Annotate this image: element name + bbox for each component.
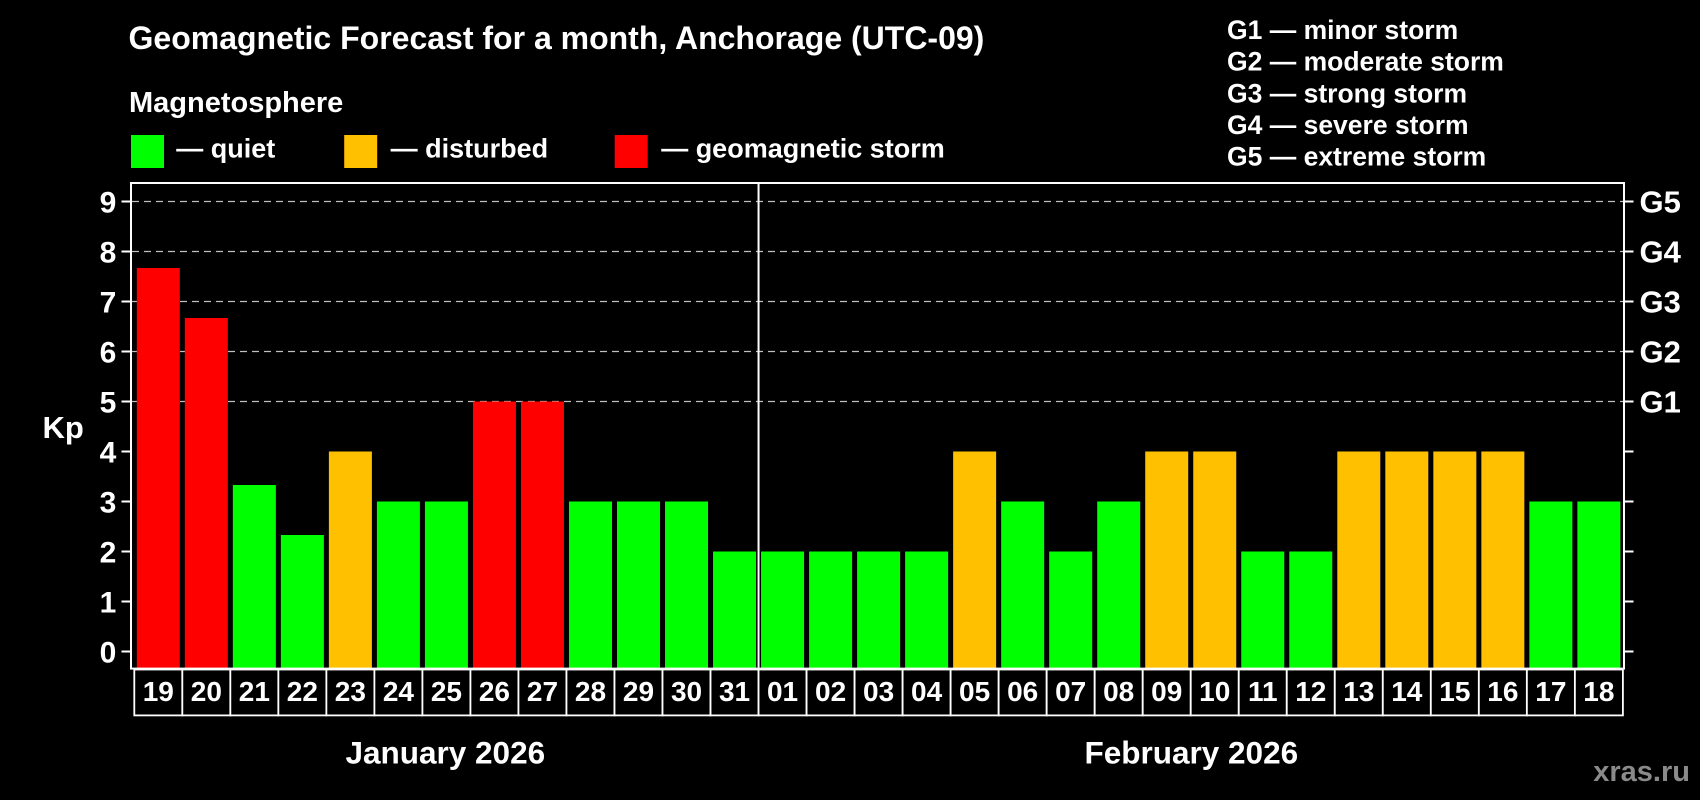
svg-text:13: 13 [1343, 676, 1374, 707]
svg-text:G5: G5 [1640, 184, 1681, 219]
svg-text:G3: G3 [1640, 284, 1681, 319]
svg-text:20: 20 [191, 676, 222, 707]
svg-text:12: 12 [1295, 676, 1326, 707]
svg-text:22: 22 [287, 676, 318, 707]
svg-text:— disturbed: — disturbed [391, 134, 549, 164]
svg-text:G4 — severe storm: G4 — severe storm [1227, 110, 1469, 140]
svg-text:18: 18 [1583, 676, 1614, 707]
svg-text:28: 28 [575, 676, 606, 707]
svg-text:2: 2 [100, 536, 117, 569]
svg-text:5: 5 [100, 386, 117, 419]
svg-text:3: 3 [100, 486, 117, 519]
svg-text:— quiet: — quiet [176, 134, 275, 164]
svg-text:23: 23 [335, 676, 366, 707]
svg-text:27: 27 [527, 676, 558, 707]
svg-text:14: 14 [1391, 676, 1423, 707]
svg-text:26: 26 [479, 676, 510, 707]
svg-text:0: 0 [100, 636, 117, 669]
svg-text:6: 6 [100, 336, 117, 369]
svg-text:G2 — moderate storm: G2 — moderate storm [1227, 47, 1504, 77]
svg-text:02: 02 [815, 676, 846, 707]
svg-text:Magnetosphere: Magnetosphere [129, 87, 343, 119]
svg-text:7: 7 [100, 286, 117, 319]
svg-text:30: 30 [671, 676, 702, 707]
svg-text:05: 05 [959, 676, 990, 707]
svg-text:15: 15 [1439, 676, 1470, 707]
svg-text:09: 09 [1151, 676, 1182, 707]
svg-text:January 2026: January 2026 [345, 735, 545, 771]
svg-text:9: 9 [100, 186, 117, 219]
svg-text:G1: G1 [1640, 384, 1681, 419]
svg-text:11: 11 [1248, 676, 1278, 707]
svg-text:G2: G2 [1640, 334, 1681, 369]
svg-text:G4: G4 [1640, 234, 1682, 269]
svg-text:31: 31 [719, 676, 750, 707]
svg-text:06: 06 [1007, 676, 1038, 707]
svg-text:G1 — minor storm: G1 — minor storm [1227, 15, 1458, 45]
svg-text:03: 03 [863, 676, 894, 707]
svg-text:1: 1 [100, 586, 117, 619]
svg-text:10: 10 [1199, 676, 1230, 707]
svg-text:— geomagnetic storm: — geomagnetic storm [661, 134, 945, 164]
svg-text:24: 24 [383, 676, 415, 707]
svg-text:21: 21 [239, 676, 270, 707]
svg-text:4: 4 [100, 436, 117, 469]
svg-text:19: 19 [143, 676, 174, 707]
svg-text:08: 08 [1103, 676, 1134, 707]
svg-text:25: 25 [431, 676, 462, 707]
svg-text:17: 17 [1535, 676, 1566, 707]
svg-text:February 2026: February 2026 [1084, 735, 1298, 771]
svg-text:Geomagnetic Forecast for a mon: Geomagnetic Forecast for a month, Anchor… [129, 20, 985, 56]
svg-text:8: 8 [100, 236, 117, 269]
svg-text:16: 16 [1487, 676, 1518, 707]
svg-text:04: 04 [911, 676, 943, 707]
svg-text:G5 — extreme storm: G5 — extreme storm [1227, 142, 1486, 172]
svg-text:07: 07 [1055, 676, 1086, 707]
svg-text:29: 29 [623, 676, 654, 707]
svg-text:01: 01 [767, 676, 798, 707]
svg-text:xras.ru: xras.ru [1593, 756, 1690, 788]
svg-text:G3 — strong storm: G3 — strong storm [1227, 78, 1467, 108]
svg-text:Kp: Kp [43, 410, 84, 445]
